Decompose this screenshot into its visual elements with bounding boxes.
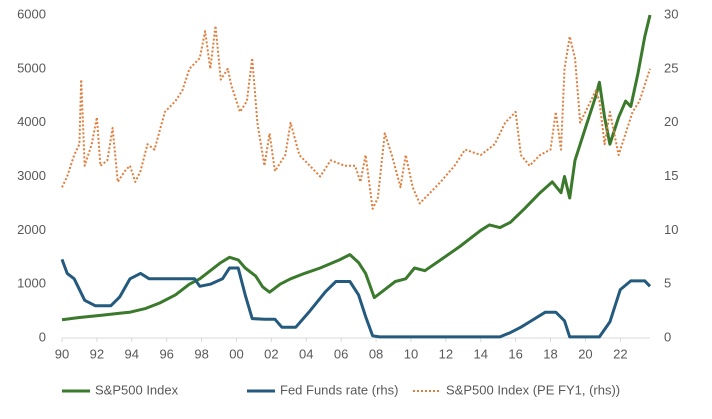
x-tick-label: 18 xyxy=(543,346,557,361)
x-tick-label: 94 xyxy=(125,346,139,361)
y2-tick-label: 30 xyxy=(664,6,678,21)
y2-tick-label: 25 xyxy=(664,60,678,75)
y-tick-label: 5000 xyxy=(17,60,46,75)
y-tick-label: 1000 xyxy=(17,276,46,291)
y-tick-label: 4000 xyxy=(17,114,46,129)
x-tick-label: 14 xyxy=(474,346,488,361)
series-line xyxy=(61,14,652,322)
y-tick-label: 3000 xyxy=(17,168,46,183)
x-tick-label: 00 xyxy=(229,346,243,361)
x-tick-label: 08 xyxy=(369,346,383,361)
y2-tick-label: 10 xyxy=(664,222,678,237)
legend-label: S&P500 Index xyxy=(95,382,179,397)
x-tick-label: 98 xyxy=(194,346,208,361)
x-tick-label: 92 xyxy=(90,346,104,361)
x-tick-label: 22 xyxy=(613,346,627,361)
x-tick-label: 12 xyxy=(439,346,453,361)
y2-tick-label: 5 xyxy=(664,276,671,291)
x-tick-label: 10 xyxy=(404,346,418,361)
series-line xyxy=(60,258,652,339)
x-tick-label: 20 xyxy=(578,346,592,361)
y2-tick-label: 20 xyxy=(664,114,678,129)
y2-tick-label: 15 xyxy=(664,168,678,183)
y-tick-label: 2000 xyxy=(17,222,46,237)
x-tick-label: 90 xyxy=(55,346,69,361)
legend-label: S&P500 Index (PE FY1, (rhs)) xyxy=(446,382,620,397)
y-tick-label: 0 xyxy=(39,329,46,344)
x-tick-label: 02 xyxy=(264,346,278,361)
x-tick-label: 16 xyxy=(508,346,522,361)
legend-label: Fed Funds rate (rhs) xyxy=(280,382,399,397)
y-tick-label: 6000 xyxy=(17,6,46,21)
y2-tick-label: 0 xyxy=(664,329,671,344)
series-line xyxy=(61,24,651,210)
x-tick-label: 04 xyxy=(299,346,313,361)
x-tick-label: 96 xyxy=(159,346,173,361)
x-tick-label: 06 xyxy=(334,346,348,361)
